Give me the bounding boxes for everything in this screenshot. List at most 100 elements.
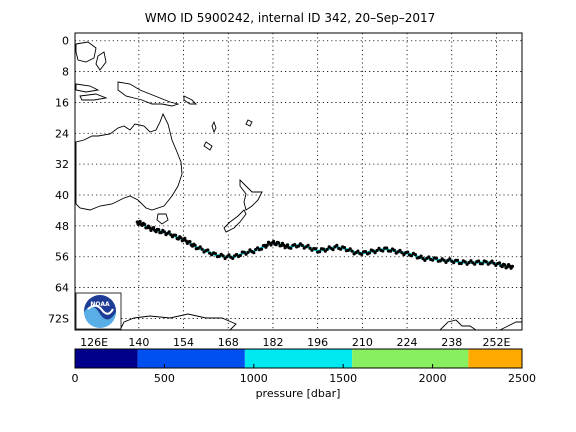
java-coastline <box>75 83 100 93</box>
track-point <box>198 245 202 249</box>
track-point <box>157 228 161 232</box>
track-point <box>373 251 377 255</box>
track-point <box>272 239 276 244</box>
track-point <box>235 252 239 257</box>
track-point <box>419 254 423 258</box>
track-point <box>314 247 318 251</box>
longitude-tick-label: 210 <box>352 336 373 349</box>
float-track <box>135 219 515 270</box>
longitude-tick-label: 238 <box>441 336 462 349</box>
latitude-tick-label: 32 <box>55 158 69 171</box>
new-zealand-south-coastline <box>223 209 247 233</box>
latitude-tick-label: 48 <box>55 220 69 233</box>
colorbar-bin <box>352 349 469 368</box>
map-panel: NOAA 126E 140 154 168 182 196 210 224 238 252E 0 8… <box>48 32 523 349</box>
track-point <box>459 261 463 266</box>
track-point <box>325 247 329 251</box>
colorbar-tick-label: 500 <box>154 372 175 385</box>
track-point <box>308 246 312 250</box>
latitude-tick-label: 64 <box>55 282 69 295</box>
noaa-logo-icon: NOAA <box>75 292 122 330</box>
track-point <box>490 259 494 263</box>
track-point <box>364 250 368 254</box>
track-point <box>238 253 242 258</box>
colorbar-tick-label: 1500 <box>329 372 357 385</box>
track-point <box>200 247 204 251</box>
track-point <box>174 233 178 237</box>
track-point <box>252 251 256 255</box>
map-frame <box>74 32 523 331</box>
track-point <box>184 239 188 243</box>
track-point <box>300 243 304 247</box>
longitude-tick-label: 196 <box>307 336 328 349</box>
vanuatu-coastline <box>211 120 217 134</box>
fiji-coastline <box>245 119 253 127</box>
colorbar-bin <box>244 349 353 368</box>
track-point <box>398 248 402 252</box>
track-point <box>455 258 460 262</box>
track-point <box>183 236 187 240</box>
colorbar-tick-label: 2500 <box>508 372 536 385</box>
track-point <box>452 261 456 265</box>
track-point <box>431 258 435 262</box>
track-point <box>167 230 171 234</box>
latitude-tick-label: 24 <box>55 127 69 140</box>
colorbar: 0 500 1000 1500 2000 2500 pressure [dbar] <box>72 348 536 400</box>
australia-coastline <box>75 112 183 211</box>
track-point <box>339 247 343 251</box>
colorbar-label: pressure [dbar] <box>256 387 341 400</box>
solomon-islands-coastline <box>183 95 198 105</box>
colorbar-frame <box>74 348 523 369</box>
track-point <box>375 248 379 253</box>
track-point <box>469 259 473 263</box>
track-point <box>367 251 371 255</box>
track-point <box>427 255 431 259</box>
track-point <box>505 265 509 269</box>
track-point <box>413 253 417 257</box>
track-point <box>277 241 281 245</box>
track-point <box>213 252 218 256</box>
longitude-tick-label: 224 <box>397 336 418 349</box>
track-point <box>492 261 496 265</box>
track-point <box>356 249 360 253</box>
track-point <box>348 247 352 251</box>
track-point <box>442 258 446 262</box>
track-point <box>289 246 293 250</box>
colorbar-bin <box>75 349 138 368</box>
track-point <box>148 226 152 230</box>
latitude-tick-label: 40 <box>55 189 69 202</box>
track-point <box>388 249 393 253</box>
track-point <box>318 250 322 254</box>
track-point <box>444 260 448 264</box>
track-point <box>473 262 477 266</box>
track-point <box>143 222 147 226</box>
track-point <box>246 250 250 254</box>
track-point <box>138 219 142 224</box>
track-point <box>217 254 221 258</box>
track-point <box>193 243 197 247</box>
track-point <box>179 236 183 240</box>
longitude-tick-label: 140 <box>128 336 149 349</box>
track-point <box>335 243 339 247</box>
track-point <box>231 256 235 260</box>
latitude-tick-label: 56 <box>55 251 69 264</box>
longitude-labels: 126E 140 154 168 182 196 210 224 238 252E <box>80 336 510 349</box>
colorbar-tick-label: 2000 <box>419 372 447 385</box>
track-point <box>484 260 488 264</box>
track-point <box>321 247 325 251</box>
track-point <box>293 243 297 247</box>
coastlines <box>75 41 522 331</box>
antarctica-east-coastline <box>439 319 477 331</box>
latitude-tick-label: 72S <box>48 312 69 325</box>
antarctica-coastline <box>119 313 237 331</box>
track-point <box>282 243 286 247</box>
longitude-tick-label: 182 <box>262 336 283 349</box>
track-point <box>331 248 335 252</box>
longitude-tick-label: 126E <box>80 336 108 349</box>
track-point <box>151 226 156 230</box>
track-point <box>498 261 502 265</box>
latitude-tick-label: 16 <box>55 96 69 109</box>
longitude-tick-label: 252E <box>482 336 510 349</box>
colorbar-tick-label: 1000 <box>240 372 268 385</box>
